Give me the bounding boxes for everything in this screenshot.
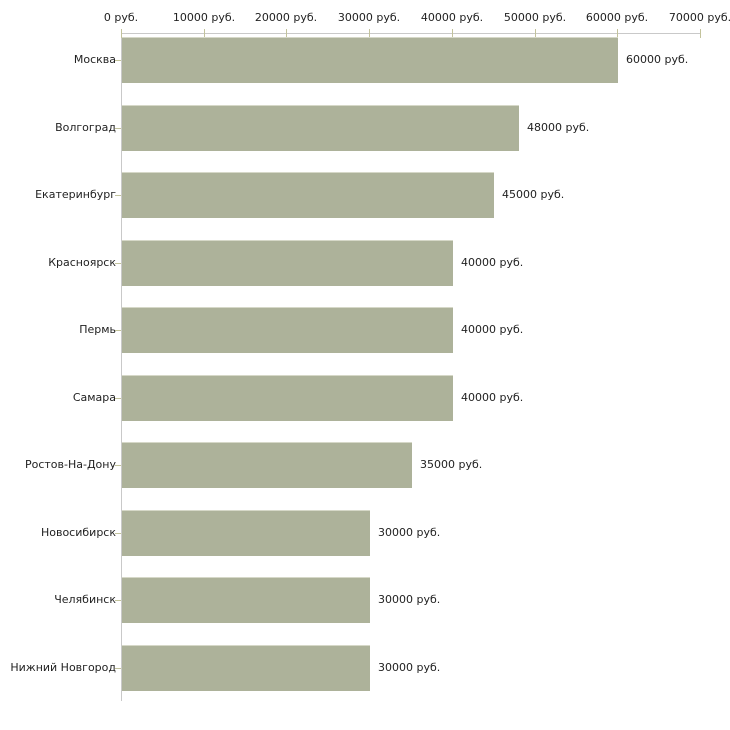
value-label: 35000 руб. xyxy=(420,458,483,471)
bar xyxy=(122,510,370,556)
x-tick-label: 30000 руб. xyxy=(337,11,401,24)
y-tick-mark xyxy=(115,128,121,129)
bar xyxy=(122,442,412,488)
bar xyxy=(122,577,370,623)
x-tick-mark xyxy=(452,29,453,38)
category-label: Волгоград xyxy=(55,121,116,134)
y-tick-mark xyxy=(115,263,121,264)
value-label: 45000 руб. xyxy=(502,188,565,201)
y-tick-mark xyxy=(115,533,121,534)
x-tick-label: 20000 руб. xyxy=(254,11,318,24)
x-tick-label: 0 руб. xyxy=(103,11,139,24)
x-tick-mark xyxy=(121,29,122,38)
bar xyxy=(122,37,618,83)
value-label: 48000 руб. xyxy=(527,121,590,134)
y-tick-mark xyxy=(115,465,121,466)
category-label: Красноярск xyxy=(48,256,116,269)
value-label: 30000 руб. xyxy=(378,593,441,606)
bar xyxy=(122,172,494,218)
category-label: Челябинск xyxy=(54,593,116,606)
value-label: 40000 руб. xyxy=(461,391,524,404)
value-label: 30000 руб. xyxy=(378,661,441,674)
y-tick-mark xyxy=(115,600,121,601)
bar xyxy=(122,105,519,151)
category-label: Нижний Новгород xyxy=(10,661,116,674)
category-label: Москва xyxy=(73,53,116,66)
y-tick-mark xyxy=(115,398,121,399)
value-label: 40000 руб. xyxy=(461,323,524,336)
category-label: Новосибирск xyxy=(40,526,116,539)
value-label: 40000 руб. xyxy=(461,256,524,269)
x-tick-label: 40000 руб. xyxy=(420,11,484,24)
x-tick-label: 70000 руб. xyxy=(668,11,730,24)
x-tick-mark xyxy=(286,29,287,38)
x-tick-mark xyxy=(700,29,701,38)
bar xyxy=(122,307,453,353)
x-axis-line xyxy=(121,33,701,34)
y-tick-mark xyxy=(115,330,121,331)
x-tick-mark xyxy=(369,29,370,38)
category-label: Екатеринбург xyxy=(35,188,116,201)
y-tick-mark xyxy=(115,60,121,61)
value-label: 30000 руб. xyxy=(378,526,441,539)
bar xyxy=(122,240,453,286)
x-tick-mark xyxy=(535,29,536,38)
x-tick-mark xyxy=(617,29,618,38)
y-tick-mark xyxy=(115,668,121,669)
y-axis-line xyxy=(121,33,122,701)
category-label: Пермь xyxy=(79,323,116,336)
x-tick-label: 10000 руб. xyxy=(172,11,236,24)
x-tick-label: 50000 руб. xyxy=(503,11,567,24)
bar xyxy=(122,645,370,691)
y-tick-mark xyxy=(115,195,121,196)
x-tick-mark xyxy=(204,29,205,38)
value-label: 60000 руб. xyxy=(626,53,689,66)
category-label: Ростов-На-Дону xyxy=(24,458,116,471)
x-tick-label: 60000 руб. xyxy=(585,11,649,24)
bar xyxy=(122,375,453,421)
category-label: Самара xyxy=(72,391,116,404)
